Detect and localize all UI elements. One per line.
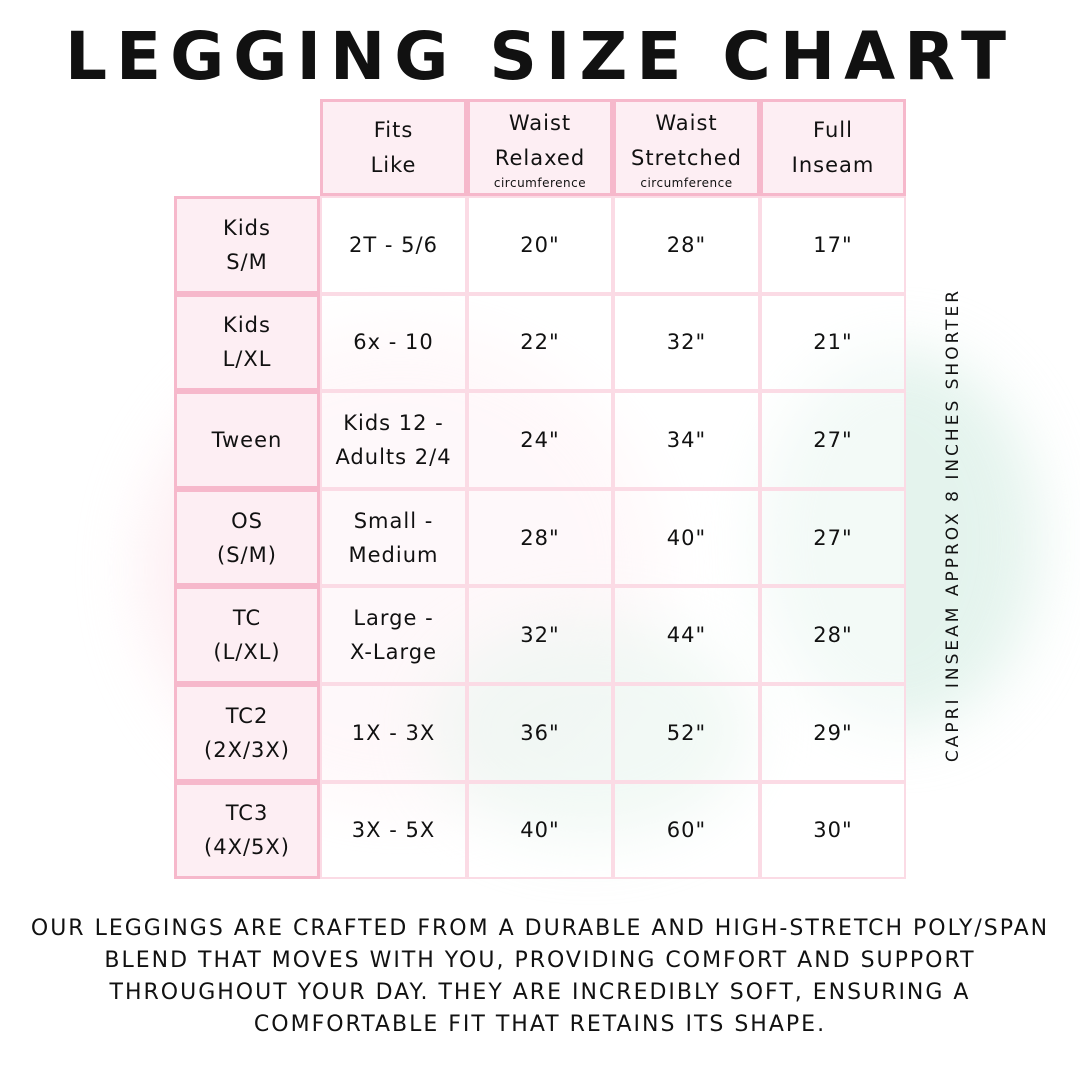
row-header-size: TC3 (4X/5X) [174,781,320,880]
row-header-size: TC (L/XL) [174,586,320,684]
table-cell-inseam: 29" [760,684,906,782]
table-cell-stretched: 34" [613,391,760,489]
table-cell-fits: Kids 12 - Adults 2/4 [320,391,467,489]
row-header-size: Tween [174,391,320,489]
row-header-size: Kids S/M [174,196,320,294]
column-header: Waist Relaxed circumference [467,99,613,196]
table-cell-inseam: 21" [760,293,906,392]
row-header-size: TC2 (2X/3X) [174,684,320,782]
table-cell-stretched: 60" [613,781,760,880]
table-cell-relaxed: 40" [467,781,613,880]
table-cell-inseam: 17" [760,196,906,294]
column-header-sublabel: circumference [493,175,587,190]
table-cell-fits: 6x - 10 [320,293,467,392]
table-cell-stretched: 32" [613,293,760,392]
column-header-label: Waist Relaxed [494,110,586,170]
column-header-label: Fits Like [370,117,417,177]
column-header-label: Waist Stretched [631,110,742,170]
table-cell-fits: Large - X-Large [320,586,467,684]
table-cell-inseam: 28" [760,586,906,684]
table-cell-relaxed: 24" [467,391,613,489]
table-cell-relaxed: 32" [467,586,613,684]
table-cell-relaxed: 28" [467,488,613,587]
table-cell-relaxed: 36" [467,684,613,782]
fabric-description: Our leggings are crafted from a durable … [30,916,1050,1037]
table-cell-stretched: 52" [613,684,760,782]
table-cell-inseam: 30" [760,781,906,880]
column-header: Fits Like [320,99,467,196]
table-cell-inseam: 27" [760,391,906,489]
table-cell-stretched: 40" [613,488,760,587]
table-cell-stretched: 28" [613,196,760,294]
table-cell-fits: 1X - 3X [320,684,467,782]
column-header: Waist Stretched circumference [613,99,760,196]
table-cell-fits: 3X - 5X [320,781,467,880]
table-cell-fits: Small - Medium [320,488,467,587]
table-cell-fits: 2T - 5/6 [320,196,467,294]
column-header: Full Inseam [760,99,906,196]
row-header-size: Kids L/XL [174,293,320,392]
capri-note: CAPRI INSEAM APPROX 8 INCHES SHORTER [943,287,963,763]
table-cell-inseam: 27" [760,488,906,587]
table-cell-stretched: 44" [613,586,760,684]
row-header-size: OS (S/M) [174,488,320,587]
column-header-sublabel: circumference [640,175,733,190]
page-title: LEGGING SIZE CHART [64,18,1016,95]
table-cell-relaxed: 20" [467,196,613,294]
column-header-label: Full Inseam [791,117,875,177]
table-cell-relaxed: 22" [467,293,613,392]
